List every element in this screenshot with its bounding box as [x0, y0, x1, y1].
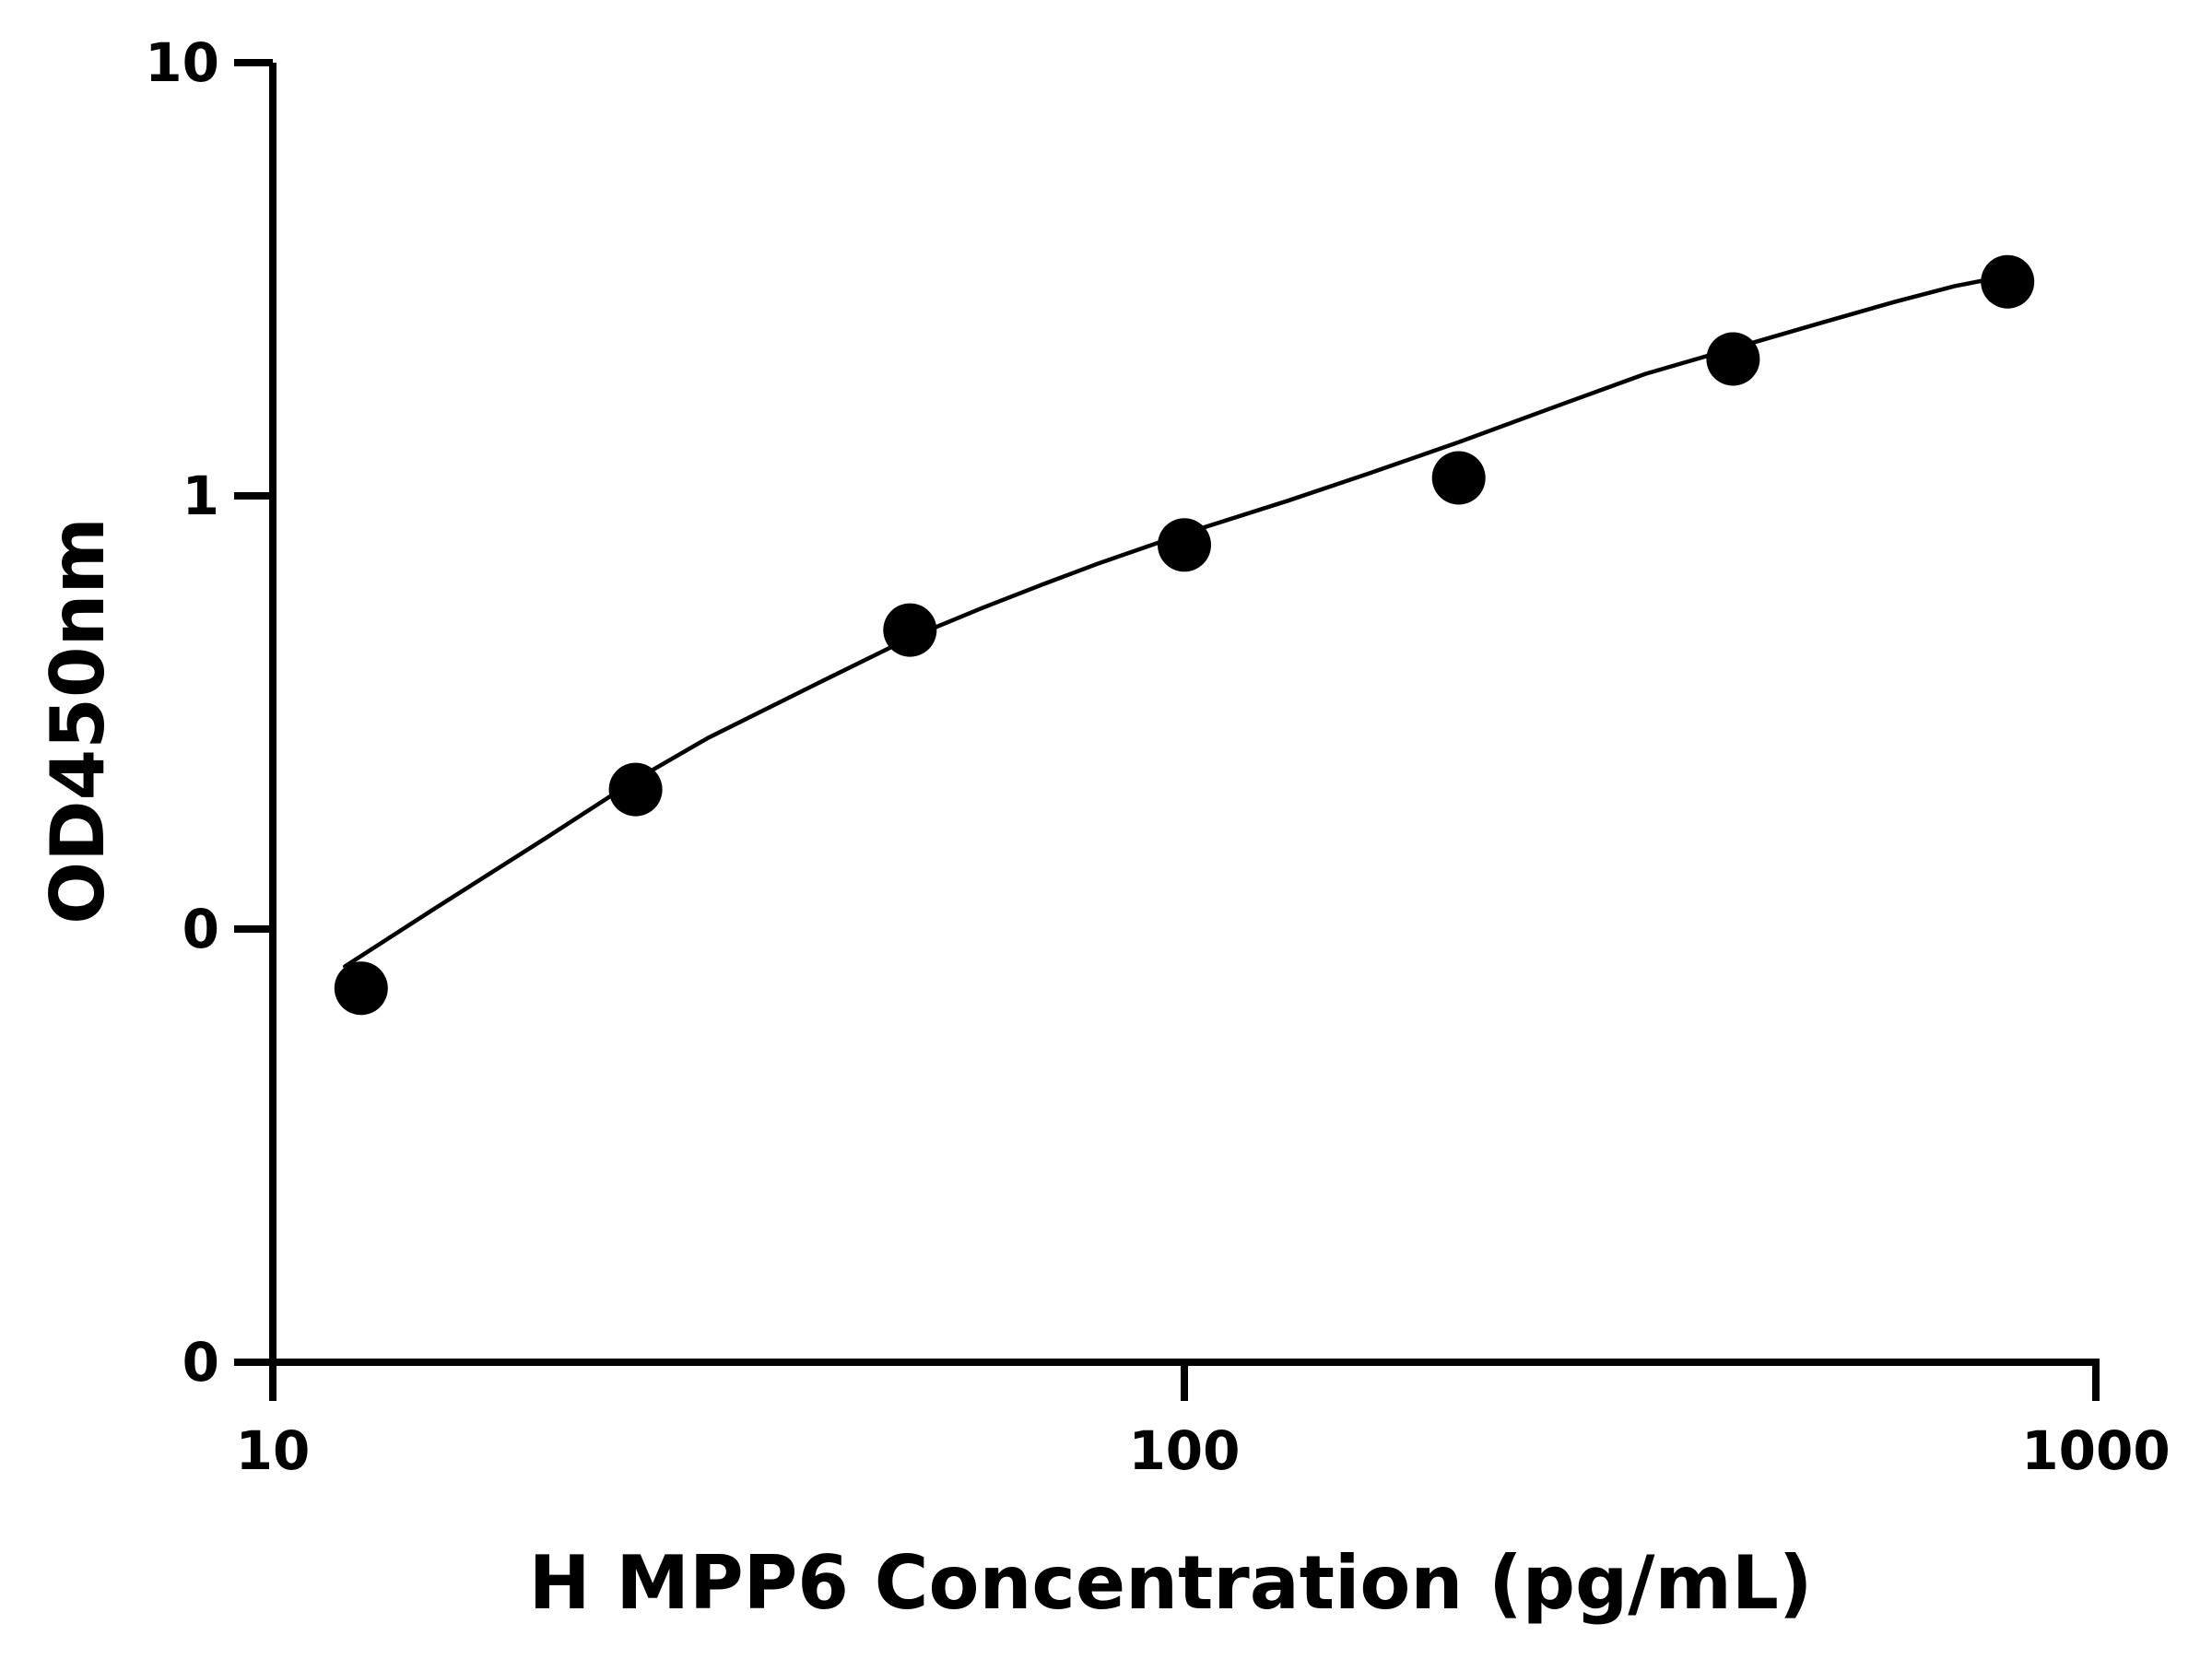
- tick-labels-layer: 0 0 1 10 10 100 1000: [145, 31, 2170, 1482]
- data-point: [608, 762, 663, 817]
- y-tick-label: 10: [145, 31, 219, 94]
- data-point: [1981, 254, 2035, 309]
- data-point: [1431, 451, 1486, 505]
- fit-curve-layer: [343, 274, 2010, 969]
- y-axis-title: OD450nm: [35, 517, 121, 924]
- x-tick-label: 10: [236, 1419, 311, 1482]
- data-point: [334, 961, 388, 1016]
- axes: [234, 59, 2100, 1401]
- data-point: [1158, 518, 1211, 572]
- y-tick-label: 1: [182, 465, 219, 527]
- data-points-layer: [334, 254, 2035, 1016]
- x-axis-title: H MPP6 Concentration (pg/mL): [529, 1540, 1813, 1626]
- y-tick-label: 0: [182, 898, 219, 960]
- x-tick-label: 100: [1128, 1419, 1240, 1482]
- data-point: [883, 603, 937, 657]
- fit-curve: [343, 274, 2010, 969]
- y-tick-label: 0: [182, 1331, 219, 1394]
- data-point: [1706, 332, 1760, 386]
- x-tick-label: 1000: [2021, 1419, 2170, 1482]
